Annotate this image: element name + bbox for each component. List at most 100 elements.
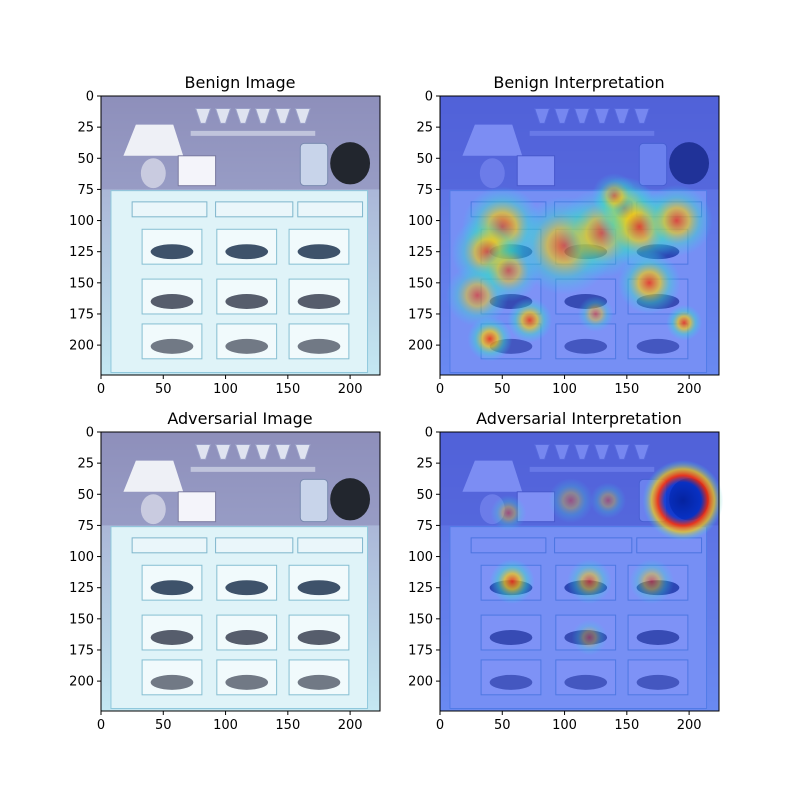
dishware [225, 338, 269, 354]
y-tick-label: 25 [77, 121, 94, 136]
drawer [215, 537, 294, 554]
panel-adversarial-interpretation: Adversarial Interpretation 0 50 100 150 200 0… [408, 409, 724, 734]
heat-spot [567, 559, 612, 604]
heatmap-overlay [489, 460, 724, 656]
y-tick-label: 100 [69, 214, 94, 229]
y-tick-label: 25 [416, 457, 433, 472]
y-tick-label: 75 [416, 519, 433, 534]
drawer [131, 201, 208, 218]
rack-bar [190, 466, 316, 472]
dishware [297, 674, 341, 690]
wine-glass [254, 107, 272, 124]
rack-bar [190, 130, 316, 136]
x-tick-label: 0 [97, 382, 105, 397]
panel-title: Adversarial Interpretation [476, 409, 682, 428]
x-tick-label: 50 [155, 382, 172, 397]
x-tick-label: 50 [494, 382, 511, 397]
wine-glass [214, 443, 232, 460]
y-tick-label: 150 [408, 612, 433, 627]
y-tick-label: 175 [69, 307, 94, 322]
heat-spot [591, 173, 637, 219]
y-tick-label: 0 [86, 90, 94, 105]
axes-frame [439, 95, 720, 376]
ticks: 0 50 100 150 200 0 25 50 75 100 125 150 175 200 [69, 426, 362, 734]
lamp-base [140, 158, 166, 189]
drawer [131, 537, 208, 554]
heat-spot [640, 184, 713, 257]
wine-glass [214, 107, 232, 124]
dishware [297, 244, 341, 260]
y-tick-label: 75 [77, 183, 94, 198]
drawer [297, 537, 364, 554]
x-tick-label: 0 [436, 718, 444, 733]
y-tick-label: 25 [77, 457, 94, 472]
y-tick-label: 200 [408, 339, 433, 354]
panel-adversarial-image: Adversarial Image 0 50 100 150 200 0 25 50 75 100… [69, 409, 381, 734]
jar [299, 478, 329, 523]
y-tick-label: 0 [425, 426, 433, 441]
heat-spot [577, 296, 614, 332]
wine-glass [274, 443, 292, 460]
y-tick-label: 100 [69, 550, 94, 565]
picture-frame [177, 491, 217, 523]
panel-title: Benign Image [185, 73, 296, 92]
y-tick-label: 50 [77, 152, 94, 167]
cabinet-photo [101, 432, 380, 711]
heat-spot [548, 478, 594, 523]
heat-spot [489, 559, 535, 604]
y-tick-label: 50 [416, 488, 433, 503]
picture-frame [177, 155, 217, 187]
ticks: 0 50 100 150 200 0 25 50 75 100 125 150 175 200 [408, 426, 701, 734]
y-tick-label: 175 [408, 307, 433, 322]
heat-spot [629, 559, 675, 604]
x-tick-label: 100 [552, 382, 577, 397]
x-tick-label: 100 [552, 718, 577, 733]
lamp-shade [123, 460, 184, 492]
ticks: 0 50 100 150 200 0 25 50 75 100 125 150 175 200 [69, 90, 362, 398]
axes-frame [100, 95, 381, 376]
panel-title: Benign Interpretation [493, 73, 664, 92]
y-tick-label: 200 [69, 675, 94, 690]
heat-spot [590, 482, 627, 519]
ticks: 0 50 100 150 200 0 25 50 75 100 125 150 175 200 [408, 90, 701, 398]
dishware [225, 244, 269, 260]
panel-benign-image: Benign Image 0 50 100 150 200 0 25 50 75 100 125 15… [69, 73, 381, 398]
dishware [225, 294, 269, 309]
x-tick-label: 100 [213, 382, 238, 397]
x-tick-label: 200 [338, 382, 363, 397]
panel-title: Adversarial Image [167, 409, 312, 428]
x-tick-label: 200 [677, 382, 702, 397]
dark-plate [330, 142, 371, 185]
drawer [215, 201, 294, 218]
y-tick-label: 0 [425, 90, 433, 105]
wine-glass [194, 443, 212, 460]
dishware [225, 674, 269, 690]
x-tick-label: 150 [275, 382, 300, 397]
heat-spot [490, 495, 527, 531]
y-tick-label: 175 [69, 643, 94, 658]
x-tick-label: 150 [275, 718, 300, 733]
axes-frame [439, 431, 720, 712]
y-tick-label: 50 [416, 152, 433, 167]
x-tick-label: 100 [213, 718, 238, 733]
y-tick-label: 125 [408, 581, 433, 596]
lamp-base [140, 494, 166, 525]
x-tick-label: 200 [338, 718, 363, 733]
heat-spot [571, 619, 608, 656]
x-tick-label: 200 [677, 718, 702, 733]
y-tick-label: 0 [86, 426, 94, 441]
jar [299, 142, 329, 187]
wine-glass [194, 107, 212, 124]
x-tick-label: 0 [97, 718, 105, 733]
dishware [150, 674, 194, 690]
lamp-shade [123, 124, 184, 156]
y-tick-label: 150 [69, 276, 94, 291]
x-tick-label: 50 [494, 718, 511, 733]
heat-spot [642, 460, 724, 541]
y-tick-label: 100 [408, 550, 433, 565]
y-tick-label: 75 [77, 519, 94, 534]
dishware [225, 580, 269, 596]
y-tick-label: 150 [408, 276, 433, 291]
dishware [150, 630, 194, 645]
